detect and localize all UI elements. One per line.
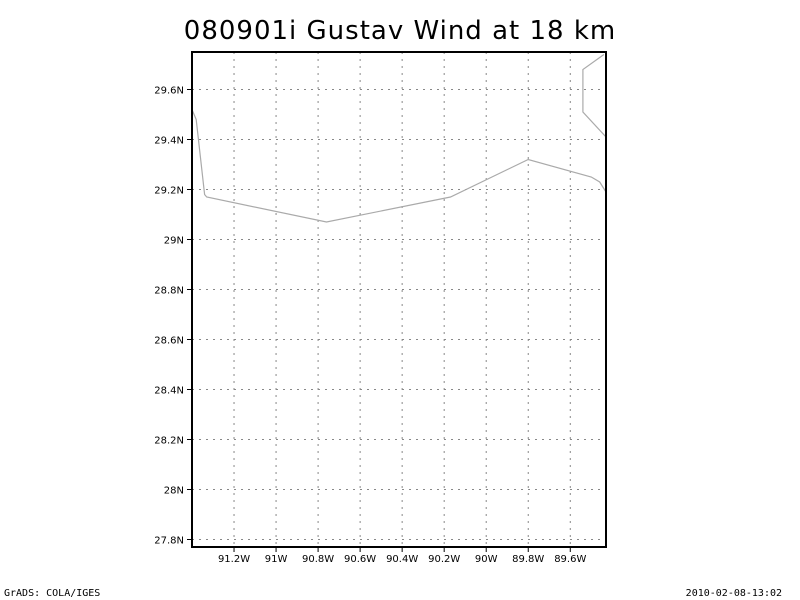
y-tick-label: 29.4N — [154, 136, 184, 147]
coastline — [582, 54, 607, 138]
y-tick-label: 28N — [164, 486, 184, 497]
x-tick-label: 89.8W — [512, 554, 544, 565]
y-axis-ticks: 27.8N 28N 28.2N 28.4N 28.6N 28.8N 29N 29.2N 29.4… — [154, 86, 192, 547]
x-tick-label: 90W — [475, 554, 498, 565]
coastline — [191, 109, 607, 223]
y-tick-label: 28.4N — [154, 386, 184, 397]
footer-timestamp: 2010-02-08-13:02 — [685, 588, 782, 599]
y-tick-label: 28.6N — [154, 336, 184, 347]
y-tick-label: 29.2N — [154, 186, 184, 197]
y-tick-label: 29.6N — [154, 86, 184, 97]
x-tick-label: 90.6W — [344, 554, 376, 565]
x-tick-label: 89.6W — [554, 554, 586, 565]
map-frame — [191, 51, 607, 548]
y-tick-label: 27.8N — [154, 536, 184, 547]
x-tick-label: 91.2W — [218, 554, 250, 565]
y-tick-label: 28.2N — [154, 436, 184, 447]
x-tick-label: 90.4W — [386, 554, 418, 565]
x-tick-label: 91W — [265, 554, 288, 565]
y-tick-label: 28.8N — [154, 286, 184, 297]
y-tick-label: 29N — [164, 236, 184, 247]
coastlines — [191, 54, 607, 223]
x-tick-label: 90.2W — [428, 554, 460, 565]
x-tick-label: 90.8W — [302, 554, 334, 565]
x-axis-ticks: 91.2W 91W 90.8W 90.6W 90.4W 90.2W 90W 89.8W 89.6… — [218, 547, 586, 565]
map-title: 080901i Gustav Wind at 18 km — [183, 16, 617, 46]
footer-credit: GrADS: COLA/IGES — [4, 588, 101, 599]
grid-lines — [192, 52, 606, 547]
